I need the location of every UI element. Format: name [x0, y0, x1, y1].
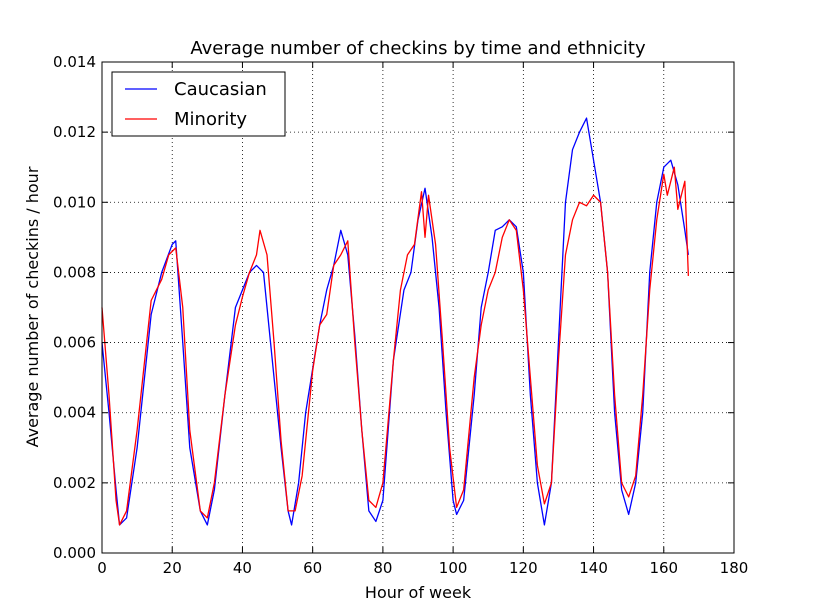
y-tick-label: 0.004: [53, 404, 96, 422]
y-tick-label: 0.012: [53, 123, 96, 141]
x-tick-label: 100: [439, 559, 468, 577]
legend: Caucasian Minority: [111, 71, 286, 137]
x-tick-label: 180: [720, 559, 749, 577]
y-tick-label: 0.010: [53, 193, 96, 211]
x-tick-label: 120: [509, 559, 538, 577]
x-tick-label: 140: [579, 559, 608, 577]
y-tick-label: 0.006: [53, 334, 96, 352]
legend-box: [111, 71, 286, 137]
x-tick-label: 40: [233, 559, 252, 577]
series-line-caucasian: [101, 117, 690, 526]
y-axis-label: Average number of checkins / hour: [23, 166, 42, 447]
legend-label-caucasian: Caucasian: [174, 79, 267, 100]
y-tick-label: 0.000: [53, 544, 96, 562]
series-line-minority: [101, 166, 690, 526]
series-layer: [101, 117, 690, 526]
grid-lines: [102, 62, 734, 553]
x-tick-label: 60: [303, 559, 322, 577]
x-tick-label: 160: [649, 559, 678, 577]
chart-title: Average number of checkins by time and e…: [190, 38, 646, 59]
x-tick-label: 80: [373, 559, 392, 577]
axis-ticks: 0 20 40 60 80 100 120 140 160 180 0.000 0.002 0.004 0…: [53, 53, 748, 577]
legend-label-minority: Minority: [174, 109, 247, 130]
x-tick-label: 0: [97, 559, 107, 577]
y-tick-label: 0.014: [53, 53, 96, 71]
plot-frame: [101, 61, 735, 554]
y-tick-label: 0.002: [53, 474, 96, 492]
x-axis-label: Hour of week: [365, 583, 472, 602]
x-tick-label: 20: [163, 559, 182, 577]
y-tick-label: 0.008: [53, 263, 96, 281]
